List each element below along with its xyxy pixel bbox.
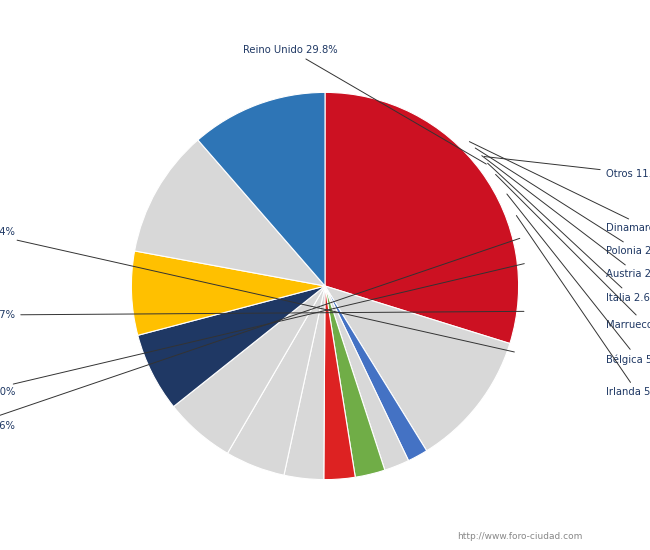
Text: Suecia 10.7%: Suecia 10.7% [0, 310, 524, 320]
Text: Italia 2.6%: Italia 2.6% [488, 163, 650, 302]
Text: Dinamarca 1.7%: Dinamarca 1.7% [469, 142, 650, 233]
Text: http://www.foro-ciudad.com: http://www.foro-ciudad.com [458, 532, 582, 541]
Text: Otros 11.4%: Otros 11.4% [484, 157, 650, 179]
Text: Bélgica 5.0%: Bélgica 5.0% [507, 194, 650, 365]
Wedge shape [325, 286, 426, 461]
Wedge shape [135, 140, 325, 286]
Wedge shape [325, 286, 510, 451]
Wedge shape [198, 92, 325, 286]
Wedge shape [324, 286, 356, 480]
Text: Francia 11.4%: Francia 11.4% [0, 227, 514, 352]
Text: Cuevas del Almanzora - Turistas extranjeros según país - Abril de 2024: Cuevas del Almanzora - Turistas extranje… [79, 13, 571, 27]
Text: Alemania 7.0%: Alemania 7.0% [0, 263, 525, 398]
Wedge shape [325, 286, 409, 470]
Text: Marruecos 3.3%: Marruecos 3.3% [495, 174, 650, 329]
Text: Países Bajos 6.6%: Países Bajos 6.6% [0, 238, 520, 431]
Text: Irlanda 5.9%: Irlanda 5.9% [516, 216, 650, 398]
Wedge shape [174, 286, 325, 453]
Wedge shape [325, 286, 385, 477]
Wedge shape [284, 286, 325, 480]
Wedge shape [138, 286, 325, 406]
Wedge shape [325, 92, 519, 344]
Text: Austria 2.5%: Austria 2.5% [482, 156, 650, 279]
Text: Polonia 2.1%: Polonia 2.1% [475, 148, 650, 256]
Wedge shape [227, 286, 325, 475]
Text: Reino Unido 29.8%: Reino Unido 29.8% [243, 45, 486, 164]
Wedge shape [131, 251, 325, 336]
